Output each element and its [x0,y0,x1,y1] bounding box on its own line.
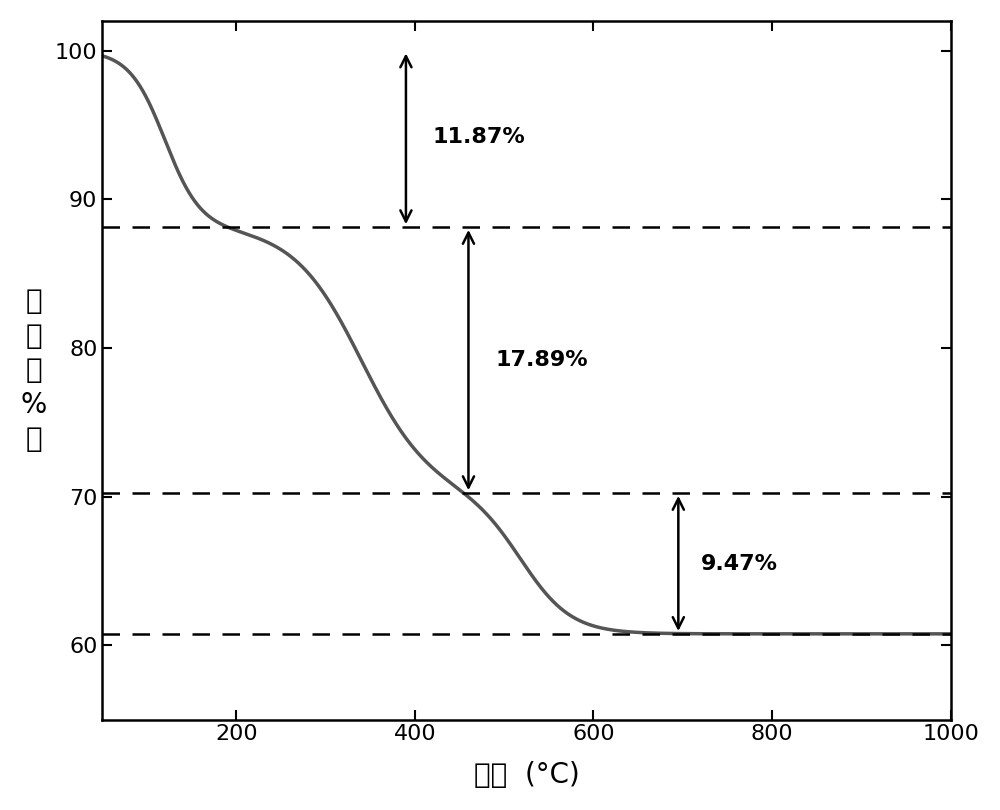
Text: 11.87%: 11.87% [433,127,525,147]
X-axis label: 温度  (°C): 温度 (°C) [474,761,579,789]
Text: 17.89%: 17.89% [495,350,588,370]
Y-axis label: 重
量
（
%
）: 重 量 （ % ） [21,287,47,454]
Text: 9.47%: 9.47% [701,553,778,573]
